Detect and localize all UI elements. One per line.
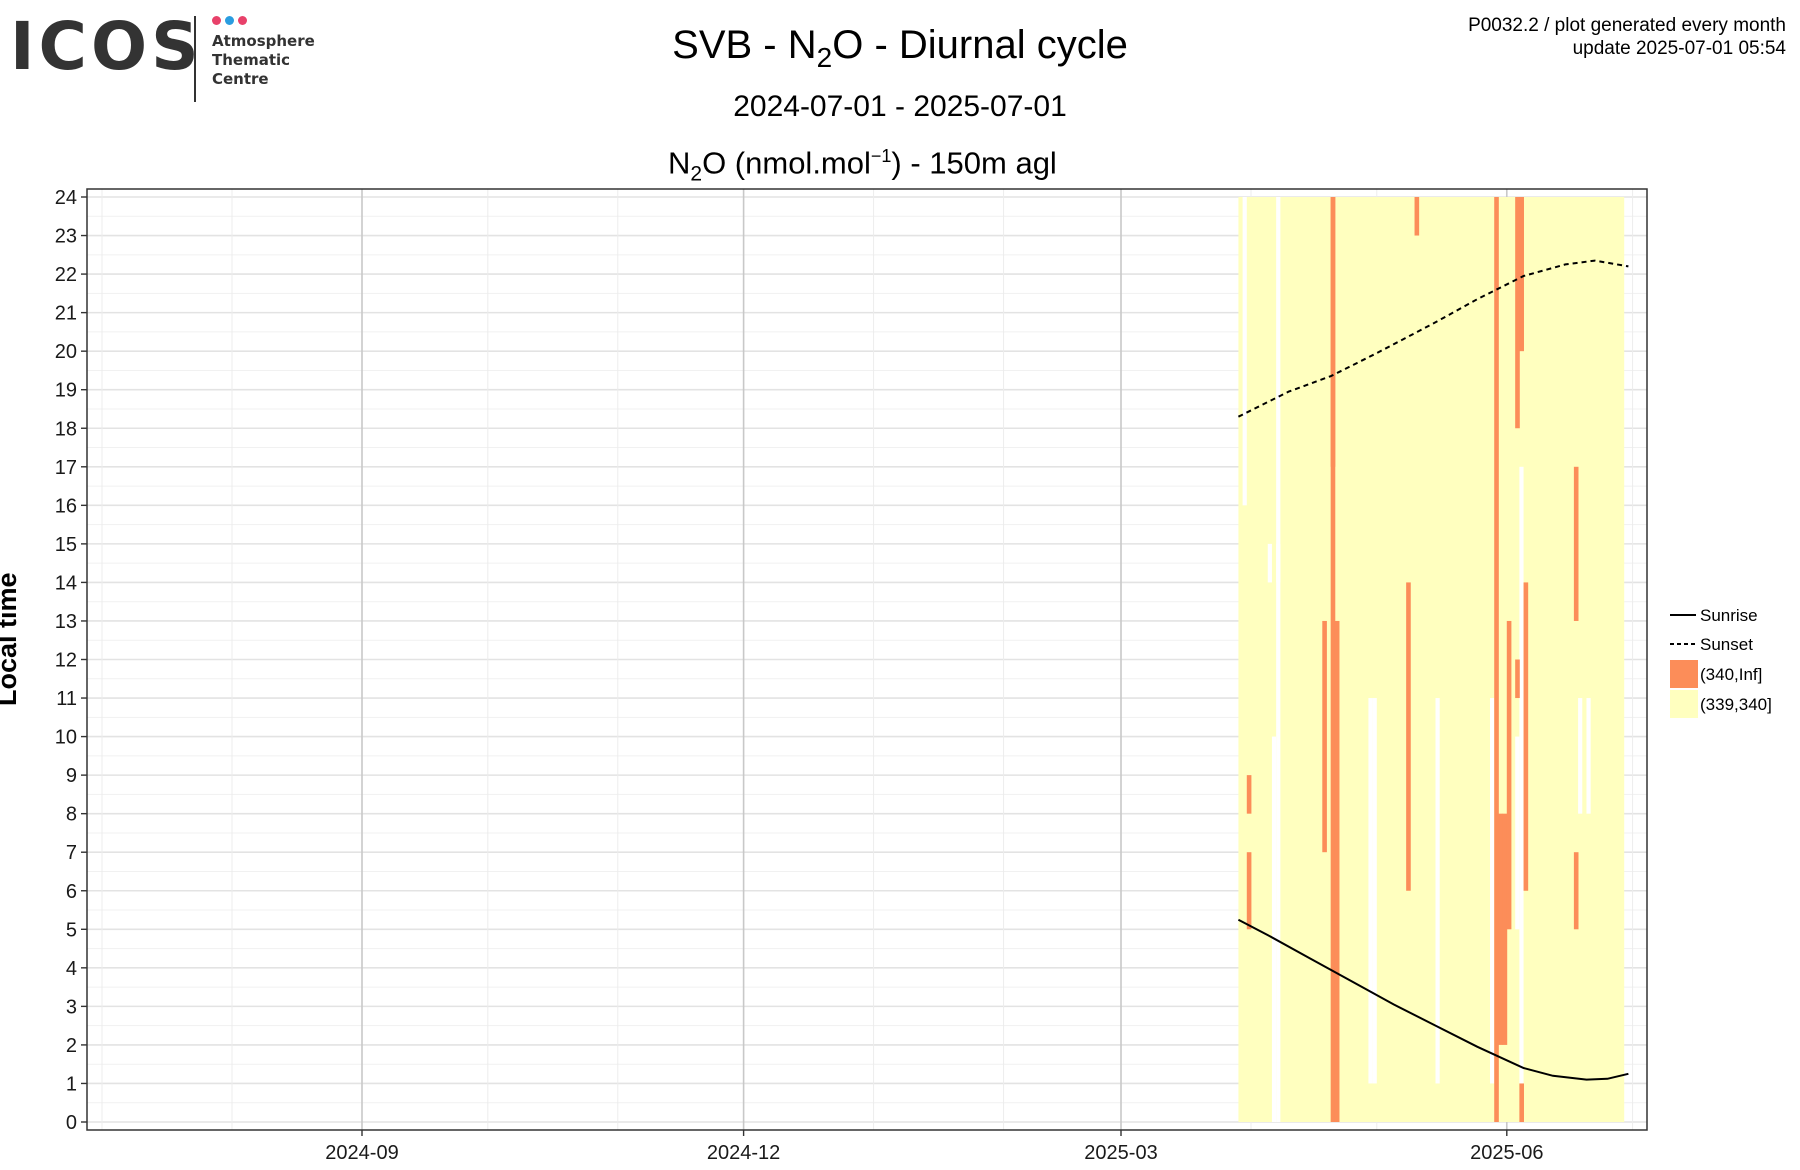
data-gap-cell (1276, 197, 1281, 1122)
data-gap-cell (1271, 736, 1277, 1122)
data-gap-cell (1490, 698, 1495, 1084)
heatmap-cell-high (1246, 775, 1252, 814)
logo-dot (212, 16, 221, 25)
x-tick-label: 2025-03 (1084, 1142, 1157, 1164)
y-tick-label: 19 (55, 380, 77, 402)
heatmap-cell-high (1246, 852, 1252, 930)
heatmap-cell-high (1334, 620, 1340, 1122)
y-tick-label: 21 (55, 303, 77, 325)
y-tick-label: 22 (55, 264, 77, 286)
heatmap-cell-high (1519, 197, 1524, 352)
heatmap-cell-high (1523, 582, 1529, 891)
data-gap-cell (1515, 736, 1520, 930)
y-tick-label: 17 (55, 457, 77, 479)
logo-line-centre: Centre (212, 70, 269, 88)
y-tick-label: 0 (66, 1112, 77, 1134)
logo-line-thematic: Thematic (212, 51, 291, 69)
legend: Sunrise Sunset (340,Inf] (339,340] (1670, 606, 1772, 718)
legend-label: Sunset (1700, 635, 1753, 654)
title-part: O - Diurnal cycle (832, 23, 1128, 67)
gas-part: N (668, 145, 691, 181)
heatmap-cell-high (1494, 197, 1499, 1122)
y-tick-label: 9 (66, 765, 77, 787)
heatmap-cell-high (1330, 197, 1336, 1122)
y-tick-label: 1 (66, 1073, 77, 1095)
y-tick-label: 14 (55, 572, 77, 594)
heatmap-cell-high (1414, 197, 1420, 236)
sunrise-line (1237, 918, 1629, 1081)
y-tick-label: 20 (55, 341, 77, 363)
x-tick-label: 2025-06 (1470, 1142, 1543, 1164)
y-tick-label: 10 (55, 727, 77, 749)
gas-part: ) - 150m agl (891, 145, 1057, 181)
x-tick-label: 2024-12 (707, 1142, 780, 1164)
gas-part: O (nmol.mol (702, 145, 871, 181)
logo-line-atmosphere: Atmosphere (212, 32, 315, 50)
y-tick-label: 15 (55, 534, 77, 556)
title-part: SVB - N (672, 23, 817, 67)
heatmap-cell-high (1498, 813, 1504, 1045)
heatmap-cell-high (1322, 620, 1327, 853)
y-tick-label: 5 (66, 919, 77, 941)
data-gap-cell (1586, 698, 1591, 814)
icos-logo-wordmark: ICOS (10, 8, 203, 85)
heatmap-cell-range (1238, 197, 1625, 1122)
gas-superscript: −1 (870, 146, 892, 166)
y-tick-label: 6 (66, 881, 77, 903)
chart-title: SVB - N2O - Diurnal cycle (0, 20, 1800, 83)
y-tick-label: 16 (55, 495, 77, 517)
y-tick-label: 24 (55, 187, 77, 209)
heatmap-cell-high (1519, 1083, 1524, 1122)
heatmap-cell-high (1506, 620, 1512, 930)
update-timestamp: update 2025-07-01 05:54 (1572, 38, 1786, 59)
chart-subtitle: 2024-07-01 - 2025-07-01 (733, 90, 1067, 123)
data-gap-cell (1267, 543, 1272, 583)
data-gap-cell (1368, 698, 1373, 1084)
gas-subscript: 2 (690, 162, 703, 186)
y-tick-label: 2 (66, 1035, 77, 1057)
logo-separator (194, 16, 196, 102)
title-subscript: 2 (816, 42, 833, 73)
legend-label: (340,Inf] (1700, 665, 1762, 684)
y-tick-label: 8 (66, 804, 77, 826)
heatmap-cell-high (1515, 197, 1520, 429)
gas-title: N2O (nmol.mol−1) - 150m agl (668, 136, 1057, 195)
y-tick-label: 7 (66, 842, 77, 864)
heatmap-cell-high (1573, 466, 1579, 621)
y-tick-label: 23 (55, 226, 77, 248)
x-tick-label: 2024-09 (325, 1142, 398, 1164)
y-tick-label: 4 (66, 958, 77, 980)
logo-dot (225, 16, 234, 25)
logo-dot (238, 16, 247, 25)
y-tick-label: 13 (55, 611, 77, 633)
heatmap-cell-high (1515, 659, 1520, 699)
sun-lines (1237, 259, 1629, 1081)
legend-label: Sunrise (1700, 606, 1758, 625)
data-gap-cell (1372, 698, 1377, 1084)
heatmap-cell-high (1502, 813, 1508, 1045)
heatmap-cells (1238, 197, 1625, 1122)
y-tick-label: 12 (55, 650, 77, 672)
data-gap-cell (1242, 197, 1247, 506)
legend-label: (339,340] (1700, 695, 1772, 714)
legend-color-swatch (1670, 660, 1698, 688)
legend-color-swatch (1670, 690, 1698, 718)
data-gap-cell (1435, 698, 1440, 1084)
data-gap-cell (1519, 466, 1524, 1084)
y-tick-label: 11 (56, 688, 77, 710)
axes: 0123456789101112131415161718192021222324… (55, 187, 1544, 1164)
y-tick-label: 3 (66, 996, 77, 1018)
heatmap-cell-high (1406, 582, 1411, 891)
data-gap-cell (1578, 698, 1583, 814)
y-tick-label: 18 (55, 418, 77, 440)
plot-id-text: P0032.2 / plot generated every month (1468, 15, 1786, 36)
heatmap-cell-high (1573, 852, 1579, 930)
